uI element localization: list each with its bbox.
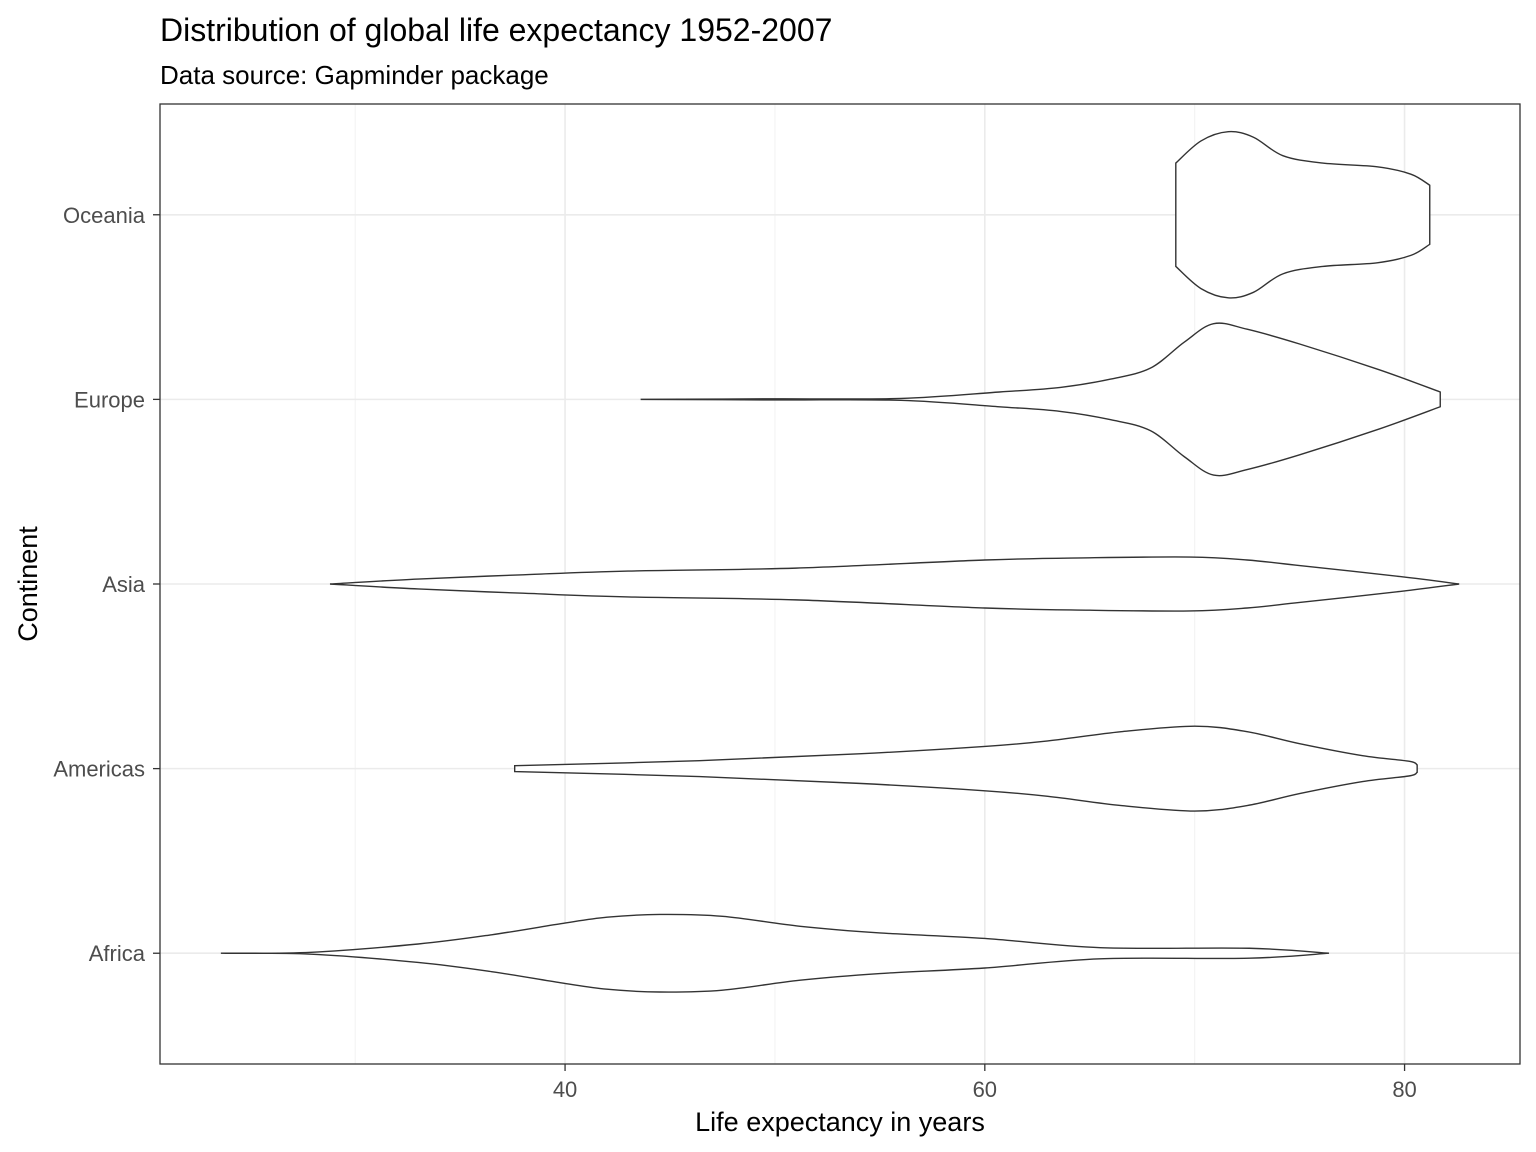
violin-americas bbox=[513, 725, 1418, 812]
violins bbox=[220, 130, 1460, 993]
x-tick-label: 60 bbox=[973, 1077, 997, 1102]
x-tick-label: 40 bbox=[553, 1077, 577, 1102]
y-axis-title: Continent bbox=[13, 526, 43, 642]
y-tick-label: Oceania bbox=[63, 203, 146, 228]
violin-oceania bbox=[1175, 130, 1431, 299]
y-tick-label: Europe bbox=[74, 387, 145, 412]
y-tick-label: Asia bbox=[102, 572, 146, 597]
violin-asia bbox=[329, 556, 1460, 612]
y-tick-label: Africa bbox=[89, 941, 146, 966]
x-axis-title: Life expectancy in years bbox=[695, 1107, 985, 1137]
chart-subtitle: Data source: Gapminder package bbox=[160, 60, 549, 90]
x-tick-label: 80 bbox=[1392, 1077, 1416, 1102]
axes: 40 60 80 Africa Americas Asia Europe Oceania bbox=[53, 203, 1416, 1102]
violin-africa bbox=[220, 913, 1330, 993]
chart-title: Distribution of global life expectancy 1… bbox=[160, 12, 832, 48]
y-tick-label: Americas bbox=[53, 757, 145, 782]
violin-europe bbox=[640, 322, 1441, 477]
